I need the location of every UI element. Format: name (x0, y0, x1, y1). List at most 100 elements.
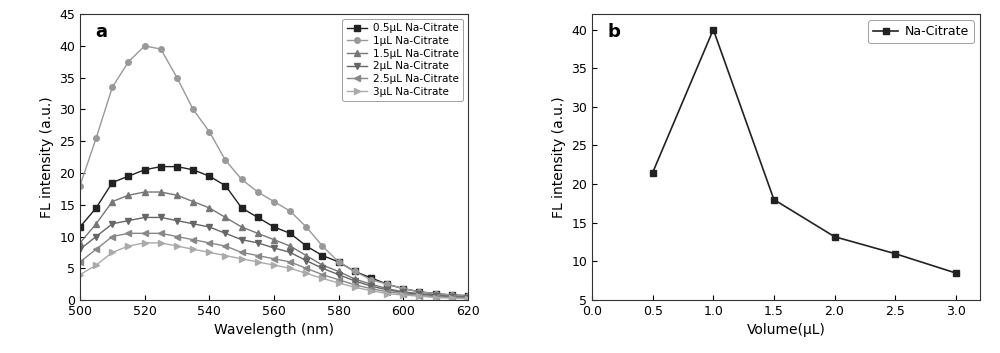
Na-Citrate (829, 234, 841, 239)
1.5μL Na-Citrate (122, 193, 134, 197)
1μL Na-Citrate (252, 190, 264, 194)
1μL Na-Citrate (284, 209, 296, 213)
3μL Na-Citrate (139, 241, 151, 245)
Line: 2μL Na-Citrate: 2μL Na-Citrate (77, 215, 471, 300)
Y-axis label: FL intensity (a.u.): FL intensity (a.u.) (552, 96, 566, 218)
2μL Na-Citrate (187, 222, 199, 226)
2.5μL Na-Citrate (381, 290, 393, 294)
3μL Na-Citrate (430, 295, 442, 300)
1μL Na-Citrate (365, 277, 377, 282)
1.5μL Na-Citrate (74, 241, 86, 245)
1.5μL Na-Citrate (106, 199, 118, 204)
1.5μL Na-Citrate (284, 244, 296, 248)
1μL Na-Citrate (187, 107, 199, 112)
1μL Na-Citrate (122, 60, 134, 64)
1μL Na-Citrate (74, 184, 86, 188)
Line: Na-Citrate: Na-Citrate (649, 26, 959, 276)
3μL Na-Citrate (74, 273, 86, 277)
1.5μL Na-Citrate (155, 190, 167, 194)
0.5μL Na-Citrate (333, 260, 345, 264)
2.5μL Na-Citrate (187, 238, 199, 242)
2μL Na-Citrate (381, 288, 393, 292)
2.5μL Na-Citrate (252, 253, 264, 258)
1.5μL Na-Citrate (397, 290, 409, 294)
3μL Na-Citrate (268, 263, 280, 267)
3μL Na-Citrate (252, 260, 264, 264)
1μL Na-Citrate (430, 292, 442, 296)
0.5μL Na-Citrate (139, 168, 151, 172)
3μL Na-Citrate (203, 250, 215, 255)
Line: 1μL Na-Citrate: 1μL Na-Citrate (77, 43, 471, 299)
2.5μL Na-Citrate (203, 241, 215, 245)
0.5μL Na-Citrate (397, 287, 409, 291)
1.5μL Na-Citrate (268, 238, 280, 242)
Line: 0.5μL Na-Citrate: 0.5μL Na-Citrate (77, 164, 471, 298)
1μL Na-Citrate (219, 158, 231, 162)
0.5μL Na-Citrate (413, 290, 425, 294)
2.5μL Na-Citrate (430, 295, 442, 299)
2.5μL Na-Citrate (462, 296, 474, 300)
1μL Na-Citrate (139, 44, 151, 48)
1μL Na-Citrate (333, 260, 345, 264)
2.5μL Na-Citrate (316, 273, 328, 277)
2.5μL Na-Citrate (300, 266, 312, 270)
1μL Na-Citrate (155, 47, 167, 51)
2μL Na-Citrate (252, 241, 264, 245)
0.5μL Na-Citrate (349, 269, 361, 274)
3μL Na-Citrate (365, 288, 377, 293)
0.5μL Na-Citrate (236, 206, 248, 210)
1.5μL Na-Citrate (462, 295, 474, 299)
0.5μL Na-Citrate (430, 292, 442, 296)
2μL Na-Citrate (203, 225, 215, 229)
1μL Na-Citrate (413, 290, 425, 294)
3μL Na-Citrate (155, 241, 167, 245)
1μL Na-Citrate (203, 130, 215, 134)
0.5μL Na-Citrate (446, 293, 458, 297)
1.5μL Na-Citrate (381, 287, 393, 291)
1μL Na-Citrate (268, 199, 280, 204)
0.5μL Na-Citrate (300, 244, 312, 248)
1μL Na-Citrate (90, 136, 102, 140)
0.5μL Na-Citrate (284, 231, 296, 235)
1.5μL Na-Citrate (413, 292, 425, 296)
Line: 2.5μL Na-Citrate: 2.5μL Na-Citrate (77, 231, 471, 301)
3μL Na-Citrate (187, 247, 199, 251)
2μL Na-Citrate (446, 295, 458, 299)
1μL Na-Citrate (397, 287, 409, 291)
1.5μL Na-Citrate (171, 193, 183, 197)
3μL Na-Citrate (236, 257, 248, 261)
2.5μL Na-Citrate (171, 234, 183, 239)
1μL Na-Citrate (381, 282, 393, 286)
3μL Na-Citrate (316, 276, 328, 281)
3μL Na-Citrate (219, 253, 231, 258)
2.5μL Na-Citrate (349, 283, 361, 287)
3μL Na-Citrate (381, 292, 393, 296)
1μL Na-Citrate (349, 269, 361, 274)
1.5μL Na-Citrate (430, 293, 442, 297)
Line: 3μL Na-Citrate: 3μL Na-Citrate (77, 240, 471, 301)
2.5μL Na-Citrate (219, 244, 231, 248)
1μL Na-Citrate (106, 85, 118, 89)
3μL Na-Citrate (446, 296, 458, 300)
Legend: Na-Citrate: Na-Citrate (868, 20, 974, 43)
3μL Na-Citrate (90, 263, 102, 267)
1.5μL Na-Citrate (349, 277, 361, 281)
2μL Na-Citrate (300, 258, 312, 263)
1.5μL Na-Citrate (300, 253, 312, 258)
2.5μL Na-Citrate (106, 234, 118, 239)
1.5μL Na-Citrate (219, 215, 231, 220)
Line: 1.5μL Na-Citrate: 1.5μL Na-Citrate (77, 189, 471, 300)
2μL Na-Citrate (122, 219, 134, 223)
2.5μL Na-Citrate (397, 292, 409, 296)
0.5μL Na-Citrate (462, 293, 474, 298)
Y-axis label: FL intensity (a.u.): FL intensity (a.u.) (40, 96, 54, 218)
1.5μL Na-Citrate (187, 199, 199, 204)
2μL Na-Citrate (219, 231, 231, 235)
1μL Na-Citrate (462, 294, 474, 298)
1μL Na-Citrate (446, 293, 458, 297)
1.5μL Na-Citrate (316, 263, 328, 267)
2.5μL Na-Citrate (90, 247, 102, 251)
X-axis label: Volume(μL): Volume(μL) (747, 323, 825, 337)
2.5μL Na-Citrate (268, 257, 280, 261)
1.5μL Na-Citrate (333, 269, 345, 274)
